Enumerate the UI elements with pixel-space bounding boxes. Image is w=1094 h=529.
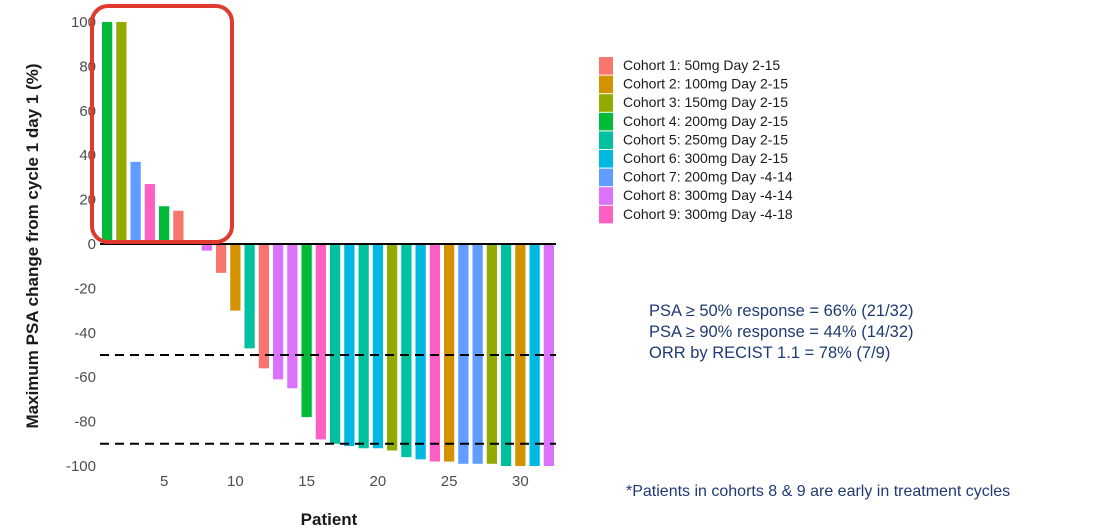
bar-patient-12: [258, 244, 270, 369]
x-tick-label: 15: [298, 473, 315, 490]
legend-swatch: [599, 150, 613, 168]
bar-patient-8: [201, 244, 213, 251]
bar-patient-13: [272, 244, 284, 380]
bar-patient-14: [287, 244, 298, 389]
x-tick-label: 25: [441, 473, 458, 490]
bar-patient-26: [458, 244, 469, 464]
bar-patient-4: [144, 184, 156, 244]
y-axis-title: Maximum PSA change from cycle 1 day 1 (%…: [23, 64, 42, 429]
legend-label: Cohort 4: 200mg Day 2-15: [623, 113, 788, 129]
x-tick-label: 30: [512, 473, 529, 490]
bar-patient-9: [215, 244, 227, 273]
legend-swatch: [599, 187, 613, 205]
bar-patient-17: [329, 244, 341, 444]
legend-swatch: [599, 168, 613, 187]
y-tick-label: 100: [71, 14, 96, 31]
bar-patient-15: [301, 244, 312, 418]
bar-patient-27: [472, 244, 483, 464]
stat-psa50: PSA ≥ 50% response = 66% (21/32): [649, 302, 914, 320]
bar-patient-24: [429, 244, 441, 462]
bar-patient-22: [401, 244, 412, 458]
bar-patient-2: [116, 22, 127, 244]
legend-label: Cohort 8: 300mg Day -4-14: [623, 187, 793, 203]
legend-label: Cohort 9: 300mg Day -4-18: [623, 206, 793, 222]
bar-patient-25: [443, 244, 455, 462]
bar-patient-3: [130, 161, 141, 244]
bar-patient-21: [386, 244, 398, 451]
y-tick-label: -80: [74, 414, 96, 431]
bar-patient-28: [486, 244, 498, 464]
x-axis-ticks: 5 10 15 20 25 30: [160, 473, 529, 490]
legend-swatch: [599, 75, 613, 94]
legend-label: Cohort 2: 100mg Day 2-15: [623, 76, 788, 92]
legend-label: Cohort 3: 150mg Day 2-15: [623, 94, 788, 110]
legend-swatch: [599, 94, 613, 112]
legend-swatch: [599, 205, 613, 224]
bar-patient-6: [173, 210, 184, 244]
legend-swatch: [599, 112, 613, 131]
bar-patient-18: [344, 244, 355, 447]
x-tick-label: 20: [370, 473, 387, 490]
y-tick-label: -20: [74, 280, 96, 297]
bar-patient-31: [529, 244, 540, 466]
legend-label: Cohort 6: 300mg Day 2-15: [623, 150, 788, 166]
bar-patient-1: [101, 22, 113, 244]
bar-patient-32: [543, 244, 555, 466]
footnote: *Patients in cohorts 8 & 9 are early in …: [626, 483, 1011, 500]
bar-patient-16: [315, 244, 327, 440]
bar-patient-20: [372, 244, 384, 449]
highlight-box: [90, 4, 234, 244]
stat-orr: ORR by RECIST 1.1 = 78% (7/9): [649, 344, 891, 362]
y-tick-label: 0: [88, 236, 96, 253]
bar-patient-19: [358, 244, 369, 449]
bar-patient-11: [244, 244, 255, 349]
y-tick-label: -40: [74, 325, 96, 342]
bar-patient-5: [158, 206, 170, 244]
x-tick-label: 10: [227, 473, 244, 490]
legend: Cohort 1: 50mg Day 2-15 Cohort 2: 100mg D…: [599, 57, 793, 224]
x-axis-title: Patient: [301, 510, 358, 529]
x-tick-label: 5: [160, 473, 168, 490]
bar-patient-10: [230, 244, 241, 311]
y-tick-label: -100: [66, 458, 96, 475]
response-stats: PSA ≥ 50% response = 66% (21/32) PSA ≥ 9…: [649, 301, 914, 364]
y-tick-label: -60: [74, 369, 96, 386]
legend-label: Cohort 1: 50mg Day 2-15: [623, 57, 780, 73]
stat-psa90: PSA ≥ 90% response = 44% (14/32): [649, 323, 914, 341]
bar-patient-23: [415, 244, 426, 460]
legend-label: Cohort 7: 200mg Day -4-14: [623, 169, 793, 185]
legend-swatch: [599, 131, 613, 149]
legend-swatch: [599, 57, 613, 75]
reference-lines: [100, 354, 556, 445]
legend-label: Cohort 5: 250mg Day 2-15: [623, 131, 788, 147]
